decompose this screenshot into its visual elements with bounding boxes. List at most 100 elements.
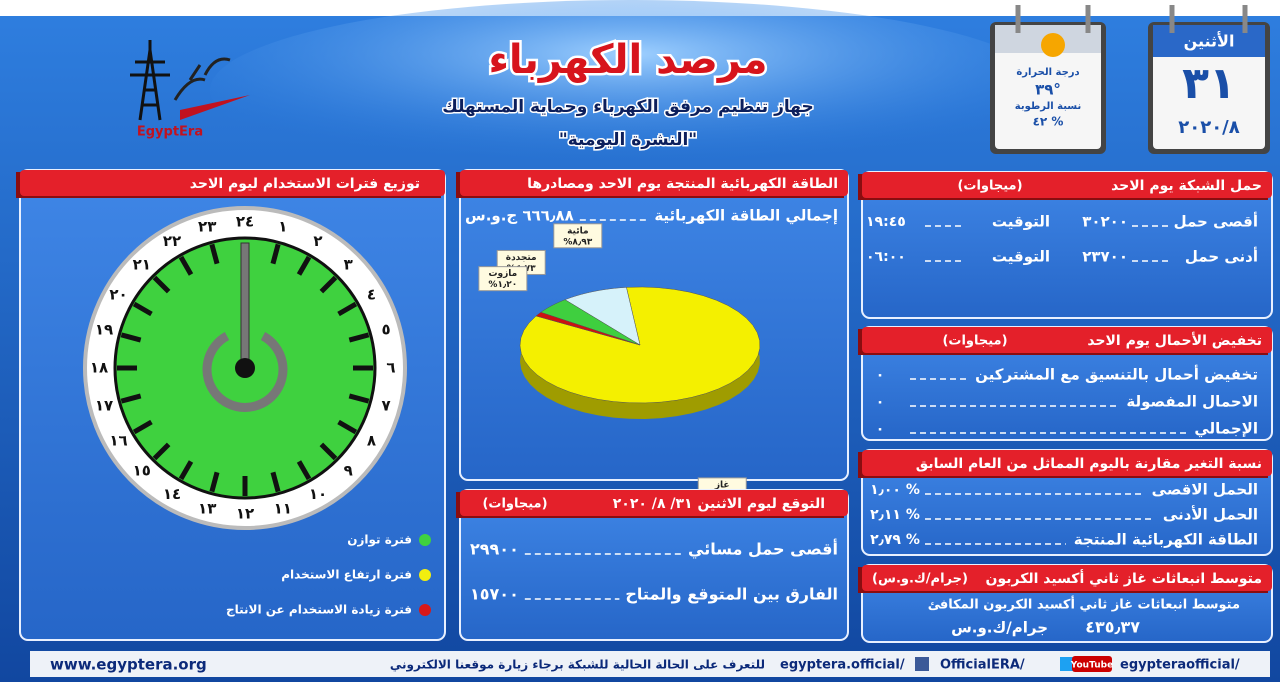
clock-hour: ٧ bbox=[381, 396, 390, 414]
clock-hour: ٤ bbox=[367, 286, 376, 304]
temp: ٣٩° bbox=[1035, 81, 1061, 99]
emissions-value: ٤٣٥٫٣٧ bbox=[1085, 618, 1140, 637]
clock-tick bbox=[120, 332, 142, 343]
row-label: الاحمال المفصولة bbox=[1126, 393, 1258, 411]
total-value: ٦٦٦٫٨٨ ج.و.س bbox=[465, 207, 574, 225]
pie-slice bbox=[564, 287, 641, 346]
subtitle: جهاز تنظيم مرفق الكهرباء وحماية المستهلك bbox=[442, 97, 813, 117]
row-label: أقصى حمل مسائي bbox=[688, 539, 838, 560]
clock-tick bbox=[270, 243, 281, 265]
slice-name: مازوت bbox=[488, 269, 517, 279]
clock-hour: ١٢ bbox=[236, 505, 254, 523]
weather-calendar bbox=[990, 5, 1106, 154]
legend-label: فترة توازن bbox=[347, 533, 412, 548]
weekday: الأثنين bbox=[1184, 32, 1235, 51]
clock-tick bbox=[152, 442, 171, 461]
footer-url: www.egyptera.org bbox=[50, 656, 207, 674]
row-label: أدنى حمل bbox=[1185, 247, 1258, 266]
clock-tick bbox=[337, 301, 358, 317]
total-label: إجمالي الطاقة الكهربائية bbox=[654, 207, 838, 225]
clock-tick bbox=[270, 471, 281, 493]
panel-title: حمل الشبكة يوم الاحد bbox=[1111, 178, 1262, 194]
legend-dot bbox=[419, 534, 431, 546]
title-bar bbox=[862, 327, 1272, 353]
slice-label-box bbox=[478, 266, 528, 292]
panel-title: تخفيض الأحمال يوم الاحد bbox=[1087, 332, 1262, 349]
row-label: الحمل الاقصى bbox=[1152, 481, 1258, 499]
footer-youtube: egypteraofficial/ bbox=[1120, 658, 1240, 673]
date-calendar bbox=[1148, 5, 1270, 154]
panel-title: التوقع ليوم الاثنين ٣١/ ٨/ ٢٠٢٠ bbox=[613, 496, 825, 512]
clock-hour: ٣ bbox=[344, 255, 353, 273]
youtube-icon bbox=[1072, 656, 1112, 672]
footer-twitter: OfficialERA/ bbox=[940, 658, 1025, 673]
youtube-logo: YouTube bbox=[1070, 661, 1113, 671]
clock-hour: ٢ bbox=[313, 232, 322, 250]
row-value: ٠ bbox=[876, 394, 885, 410]
panel-unit: (ميجاوات) bbox=[482, 497, 547, 512]
slice-value: %١٫٢٠ bbox=[488, 280, 517, 290]
legend-dot bbox=[419, 569, 431, 581]
clock-hour: ١١ bbox=[274, 500, 292, 518]
clock-hour: ٨ bbox=[367, 432, 376, 450]
clock-tick bbox=[319, 275, 338, 294]
temp-label: درجة الحرارة bbox=[1016, 67, 1079, 78]
clock-hour: ٦ bbox=[386, 359, 395, 377]
row-value: ٢٫٧٩ % bbox=[870, 532, 920, 548]
row-time: ١٩:٤٥ bbox=[866, 214, 906, 230]
clock-tick bbox=[296, 255, 312, 276]
panel-unit: (ميجاوات) bbox=[957, 179, 1022, 194]
row-value: ٢٫١١ % bbox=[870, 507, 920, 523]
pie-slice bbox=[540, 299, 641, 346]
panel-unit: (ميجاوات) bbox=[942, 334, 1007, 349]
panel-title: توزيع فترات الاستخدام ليوم الاحد bbox=[190, 176, 420, 192]
clock-hour: ٢١ bbox=[133, 255, 151, 273]
emissions-text: متوسط انبعاثات غاز ثاني أكسيد الكربون ال… bbox=[928, 596, 1240, 613]
clock-hour: ١٦ bbox=[109, 432, 127, 450]
pie-slice bbox=[535, 312, 641, 346]
row-value: ٠ bbox=[876, 367, 885, 383]
footer-message: للتعرف على الحالة الحالية للشبكة برجاء ز… bbox=[390, 658, 765, 673]
clock-hour: ١٩ bbox=[95, 321, 113, 339]
clock-hour: ٢٢ bbox=[163, 232, 181, 250]
title-bar bbox=[862, 565, 1272, 591]
clock-hour: ١٠ bbox=[309, 485, 327, 503]
clock-hour: ٢٠ bbox=[109, 286, 127, 304]
row-label: الإجمالي bbox=[1194, 420, 1258, 438]
row-value: ١٫٠٠ % bbox=[870, 482, 920, 498]
clock-tick bbox=[132, 301, 153, 317]
row-value: ٠ bbox=[876, 421, 885, 437]
row-value: ٢٣٧٠٠ bbox=[1082, 248, 1128, 266]
legend-label: فترة زيادة الاستخدام عن الانتاج bbox=[226, 603, 412, 618]
clock-tick bbox=[132, 419, 153, 435]
pie-slice bbox=[519, 286, 761, 404]
twitter-icon bbox=[1060, 657, 1074, 671]
emissions-unit: جرام/ك.و.س bbox=[951, 619, 1048, 637]
row-label: أقصى حمل bbox=[1174, 212, 1258, 231]
clock-hour: ١٣ bbox=[198, 500, 216, 518]
clock-tick bbox=[209, 471, 220, 493]
clock-tick bbox=[348, 332, 370, 343]
power-icon bbox=[202, 332, 288, 412]
clock-hour: ١٥ bbox=[133, 462, 151, 480]
row-label: تخفيض أحمال بالتنسيق مع المشتركين bbox=[975, 365, 1258, 384]
logo bbox=[130, 40, 250, 121]
main-title: مرصد الكهرباء bbox=[488, 37, 767, 83]
facebook-icon bbox=[915, 657, 929, 671]
header-glow bbox=[210, 0, 1050, 180]
title-bar bbox=[862, 172, 1272, 198]
row-label: الفارق بين المتوقع والمتاح bbox=[625, 585, 838, 604]
slice-name: متجددة bbox=[506, 253, 537, 263]
clock-hour: ١٨ bbox=[90, 359, 108, 377]
clock-tick bbox=[120, 393, 142, 404]
clock-tick bbox=[296, 460, 312, 481]
legend-label: فترة ارتفاع الاستخدام bbox=[281, 568, 412, 583]
panel-title: متوسط انبعاثات غاز ثاني أكسيد الكربون bbox=[986, 569, 1263, 587]
slice-value: %٨٫٩٣ bbox=[563, 237, 592, 247]
row-value: ١٥٧٠٠ bbox=[470, 585, 519, 604]
row-value: ٢٩٩٠٠ bbox=[470, 540, 519, 559]
humidity: ٤٢ % bbox=[1033, 115, 1064, 129]
panel-title: نسبة التغير مقارنة باليوم المماثل من الع… bbox=[916, 456, 1262, 472]
